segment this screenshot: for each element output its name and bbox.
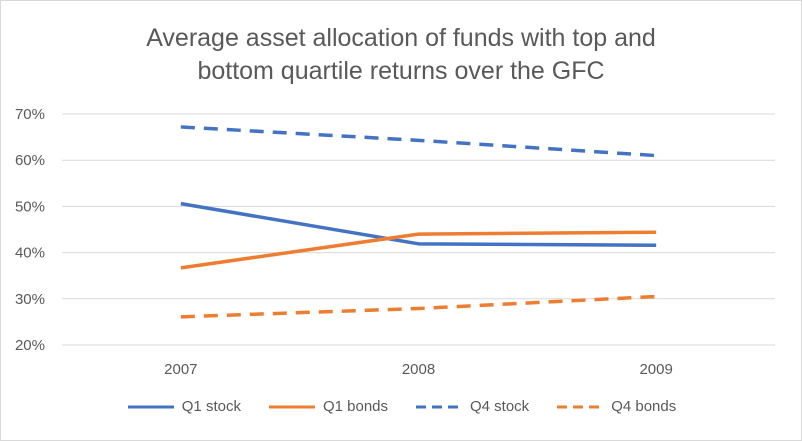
x-tick-label: 2007 xyxy=(164,361,197,378)
chart-title-line-1: Average asset allocation of funds with t… xyxy=(146,24,656,52)
x-tick-label: 2009 xyxy=(639,361,672,378)
chart-title: Average asset allocation of funds with t… xyxy=(0,22,802,88)
y-tick-label: 70% xyxy=(15,106,45,123)
legend-item-q1-stock: Q1 stock xyxy=(126,398,241,415)
legend-swatch-q1-stock xyxy=(127,405,174,408)
legend-label-q4-stock: Q4 stock xyxy=(470,398,530,415)
legend-item-q4-bonds: Q4 bonds xyxy=(555,398,676,415)
series-line-q4-bonds xyxy=(180,294,657,319)
series-line-q1-stock xyxy=(180,201,657,247)
legend-item-q4-stock: Q4 stock xyxy=(414,398,529,415)
y-tick-label: 20% xyxy=(15,337,45,354)
legend-label-q4-bonds: Q4 bonds xyxy=(611,398,677,415)
legend: Q1 stock Q1 bonds Q4 stock Q4 bonds xyxy=(0,398,802,415)
series-line-q1-bonds xyxy=(180,230,657,270)
x-tick-label: 2008 xyxy=(402,361,435,378)
legend-label-q1-stock: Q1 stock xyxy=(181,398,241,415)
legend-swatch-q1-bonds xyxy=(268,405,315,408)
legend-swatch-q4-stock xyxy=(416,405,462,408)
y-tick-label: 50% xyxy=(15,198,45,215)
y-tick-label: 60% xyxy=(15,152,45,169)
y-tick-label: 30% xyxy=(15,291,45,308)
chart-title-line-2: bottom quartile returns over the GFC xyxy=(197,57,605,85)
legend-label-q1-bonds: Q1 bonds xyxy=(322,398,388,415)
series-line-q4-stock xyxy=(180,125,657,158)
y-tick-label: 40% xyxy=(15,245,45,262)
legend-swatch-q4-bonds xyxy=(557,405,604,408)
legend-item-q1-bonds: Q1 bonds xyxy=(267,398,388,415)
